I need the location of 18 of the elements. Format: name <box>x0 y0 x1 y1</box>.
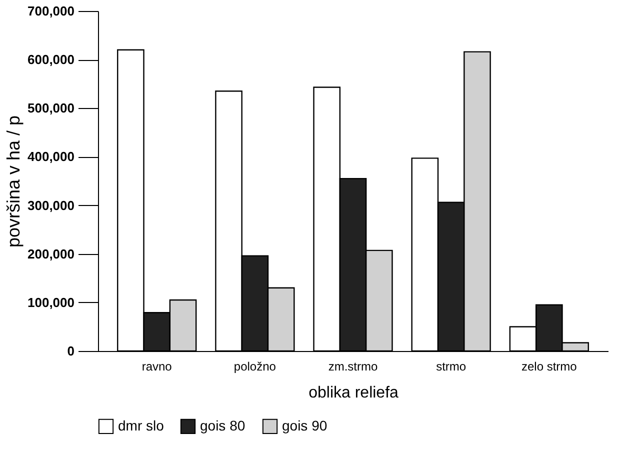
y-tick-label: 100,000 <box>28 294 74 310</box>
y-tick-label: 200,000 <box>28 246 74 262</box>
x-tick-label: ravno <box>142 360 172 374</box>
x-tick-label: zelo strmo <box>521 360 578 374</box>
y-axis-title: površina v ha / p <box>4 115 24 248</box>
y-tick-label: 500,000 <box>28 100 74 116</box>
x-tick-label: položno <box>234 360 276 374</box>
x-tick-label: strmo <box>436 360 466 374</box>
x-tick-label: zm.strmo <box>328 360 378 374</box>
legend-label: dmr slo <box>118 417 164 434</box>
y-tick-label: 400,000 <box>28 149 74 164</box>
legend-label: gois 80 <box>200 417 246 434</box>
y-tick-label: 300,000 <box>28 198 74 213</box>
y-tick-label: 0 <box>67 344 74 358</box>
y-tick-label: 600,000 <box>28 52 74 68</box>
legend-label: gois 90 <box>282 417 328 434</box>
x-axis-title: oblika reliefa <box>308 384 399 402</box>
y-tick-label: 700,000 <box>28 4 74 18</box>
